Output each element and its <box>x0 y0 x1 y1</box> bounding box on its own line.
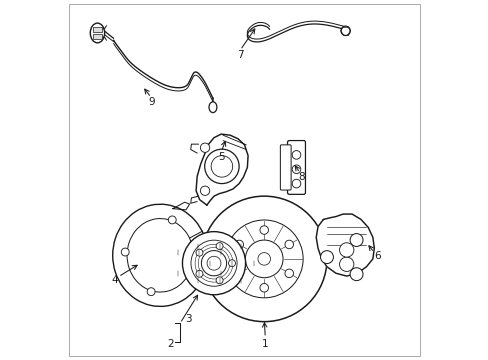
Ellipse shape <box>90 23 104 43</box>
Bar <box>93 27 102 32</box>
Circle shape <box>216 243 223 249</box>
Circle shape <box>320 251 333 264</box>
Circle shape <box>216 277 223 284</box>
Text: 7: 7 <box>236 50 243 60</box>
Text: 4: 4 <box>111 275 118 285</box>
Circle shape <box>260 226 268 234</box>
Circle shape <box>147 288 155 296</box>
Circle shape <box>285 240 293 249</box>
Circle shape <box>228 260 235 267</box>
Circle shape <box>260 283 268 292</box>
Circle shape <box>201 196 326 321</box>
Ellipse shape <box>208 102 217 113</box>
Circle shape <box>196 249 203 256</box>
Text: 3: 3 <box>185 314 192 324</box>
Circle shape <box>339 243 353 257</box>
Polygon shape <box>316 214 373 276</box>
Bar <box>93 34 102 39</box>
Circle shape <box>204 149 239 184</box>
Text: 8: 8 <box>297 172 304 182</box>
Circle shape <box>292 150 300 159</box>
Circle shape <box>292 179 300 188</box>
Text: 1: 1 <box>262 339 268 349</box>
FancyBboxPatch shape <box>287 140 305 194</box>
Circle shape <box>349 234 362 247</box>
Circle shape <box>339 257 353 271</box>
Text: 9: 9 <box>148 97 155 107</box>
Circle shape <box>200 186 209 195</box>
Text: 2: 2 <box>167 339 174 349</box>
Circle shape <box>168 216 176 224</box>
Circle shape <box>292 165 300 174</box>
FancyBboxPatch shape <box>280 145 290 190</box>
Polygon shape <box>196 134 247 205</box>
Circle shape <box>182 231 245 295</box>
Circle shape <box>196 270 203 277</box>
Text: 5: 5 <box>218 152 224 162</box>
Text: 6: 6 <box>374 251 381 261</box>
Circle shape <box>121 248 129 256</box>
Circle shape <box>285 269 293 278</box>
Circle shape <box>340 26 349 36</box>
Circle shape <box>200 143 209 152</box>
Circle shape <box>349 268 362 281</box>
Circle shape <box>234 269 243 278</box>
Circle shape <box>234 240 243 249</box>
